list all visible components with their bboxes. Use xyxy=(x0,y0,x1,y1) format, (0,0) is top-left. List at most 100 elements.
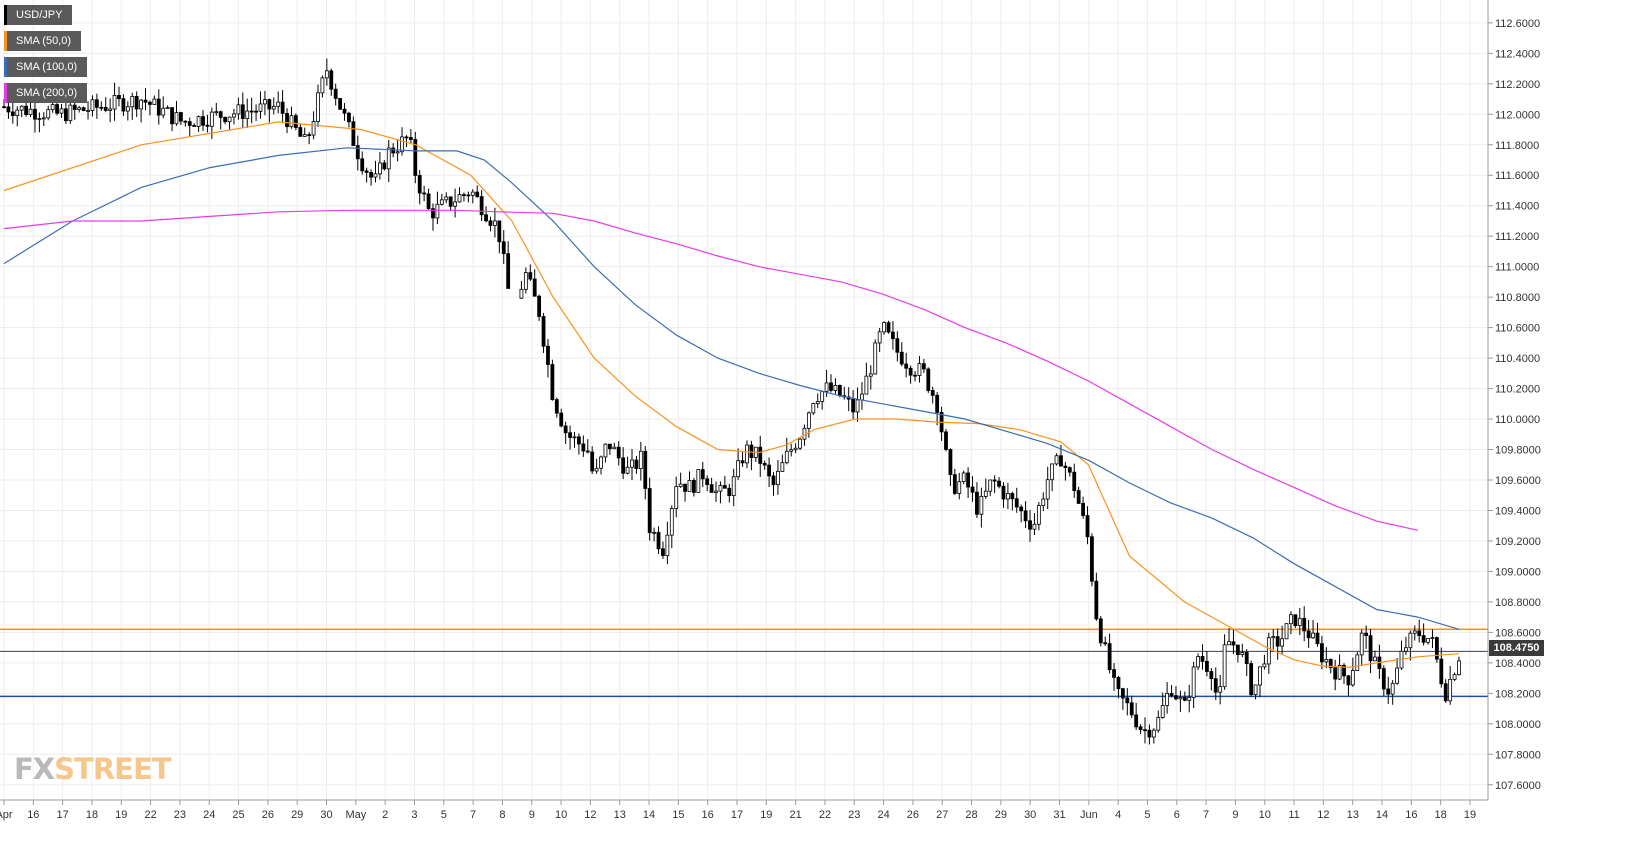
x-tick-label: 9 xyxy=(529,809,535,821)
candle-body xyxy=(364,170,369,173)
candle-body xyxy=(258,103,263,112)
candle-body xyxy=(1147,729,1152,738)
candle-body xyxy=(806,412,811,429)
candle-body xyxy=(28,108,33,115)
candle-body xyxy=(108,108,113,111)
candle-body xyxy=(1063,465,1068,468)
candle-body xyxy=(935,394,940,413)
candles xyxy=(2,58,1461,745)
x-tick-label: 17 xyxy=(57,809,69,821)
candle-body xyxy=(1107,643,1112,671)
candle-body xyxy=(643,450,648,489)
candle-body xyxy=(572,436,577,439)
candle-body xyxy=(1434,637,1439,660)
candle-body xyxy=(1408,632,1413,649)
x-tick-label: 11 xyxy=(1288,809,1299,821)
grid xyxy=(0,0,1488,800)
x-tick-label: 5 xyxy=(441,809,447,821)
y-tick-label: 107.8000 xyxy=(1495,749,1541,761)
legend-sma-50[interactable]: SMA (50,0) xyxy=(4,31,82,51)
candle-body xyxy=(1386,688,1391,695)
candle-body xyxy=(687,480,692,492)
x-tick-label: 7 xyxy=(470,809,476,821)
candle-body xyxy=(1165,693,1170,706)
candle-body xyxy=(1076,490,1081,504)
x-tick-label: 7 xyxy=(1203,809,1209,821)
candle-body xyxy=(1293,614,1298,626)
x-tick-label: 16 xyxy=(1405,809,1417,821)
candle-body xyxy=(165,107,170,110)
candle-body xyxy=(1355,654,1360,671)
x-tick-label: 14 xyxy=(1376,809,1388,821)
candle-body xyxy=(50,104,55,111)
candle-body xyxy=(324,70,329,79)
candle-body xyxy=(342,108,347,114)
candle-body xyxy=(988,479,993,492)
candle-body xyxy=(656,531,661,550)
candle-body xyxy=(298,127,303,137)
candle-body xyxy=(1187,696,1192,701)
candle-body xyxy=(961,472,966,483)
x-tick-label: 29 xyxy=(291,809,303,821)
legend-symbol-label: USD/JPY xyxy=(16,9,63,21)
last-price-label: 108.4750 xyxy=(1489,640,1544,656)
candle-body xyxy=(877,331,882,344)
candle-body xyxy=(1368,635,1373,662)
y-tick-label: 111.4000 xyxy=(1495,201,1539,213)
candle-body xyxy=(979,496,984,515)
candle-body xyxy=(767,464,771,477)
x-tick-label: 3 xyxy=(411,809,417,821)
legend-symbol[interactable]: USD/JPY xyxy=(4,5,73,25)
y-tick-label: 111.0000 xyxy=(1495,262,1539,274)
legend-sma-200[interactable]: SMA (200,0) xyxy=(4,83,88,103)
candle-body xyxy=(966,472,971,488)
candle-body xyxy=(1253,684,1258,696)
candle-body xyxy=(1138,726,1143,731)
x-tick-label: 10 xyxy=(555,809,567,821)
candle-body xyxy=(975,491,979,515)
candle-body xyxy=(470,191,475,196)
candle-body xyxy=(1390,682,1395,695)
candle-body xyxy=(528,272,533,280)
candle-body xyxy=(1205,660,1209,672)
candle-body xyxy=(41,117,46,120)
legend: USD/JPY SMA (50,0) SMA (100,0) SMA (200,… xyxy=(4,5,88,109)
candle-body xyxy=(462,194,466,196)
x-tick-label: 5 xyxy=(1144,809,1150,821)
x-tick-label: 19 xyxy=(760,809,772,821)
candle-body xyxy=(886,322,891,333)
candle-body xyxy=(263,99,267,105)
y-tick-label: 110.0000 xyxy=(1495,414,1540,426)
candle-body xyxy=(351,121,356,147)
candle-body xyxy=(201,116,205,126)
candle-body xyxy=(267,99,272,110)
candle-body xyxy=(333,88,338,99)
candle-body xyxy=(112,95,117,110)
candle-body xyxy=(205,124,210,127)
candle-body xyxy=(382,162,387,170)
y-tick-label: 112.0000 xyxy=(1495,109,1540,121)
candle-body xyxy=(1182,697,1187,701)
candle-body xyxy=(1014,498,1019,508)
candle-body xyxy=(1443,683,1448,702)
candle-body xyxy=(329,70,334,90)
candle-body xyxy=(815,401,820,405)
x-tick-label: 24 xyxy=(203,809,215,821)
candle-body xyxy=(718,485,723,492)
x-tick-label: 29 xyxy=(995,809,1007,821)
candle-body xyxy=(338,98,343,110)
candle-body xyxy=(882,322,886,333)
legend-sma-100[interactable]: SMA (100,0) xyxy=(4,57,88,77)
x-tick-label: Jun xyxy=(1080,809,1098,821)
x-tick-label: 10 xyxy=(1259,809,1271,821)
candle-body xyxy=(824,382,829,392)
candle-body xyxy=(1244,652,1249,664)
candle-body xyxy=(864,375,869,395)
x-tick-label: 19 xyxy=(115,809,127,821)
candle-body xyxy=(1036,505,1041,525)
candle-body xyxy=(209,111,214,127)
candle-body xyxy=(426,193,431,210)
candle-body xyxy=(1196,656,1200,668)
candle-body xyxy=(1284,623,1289,640)
candle-body xyxy=(444,196,449,201)
